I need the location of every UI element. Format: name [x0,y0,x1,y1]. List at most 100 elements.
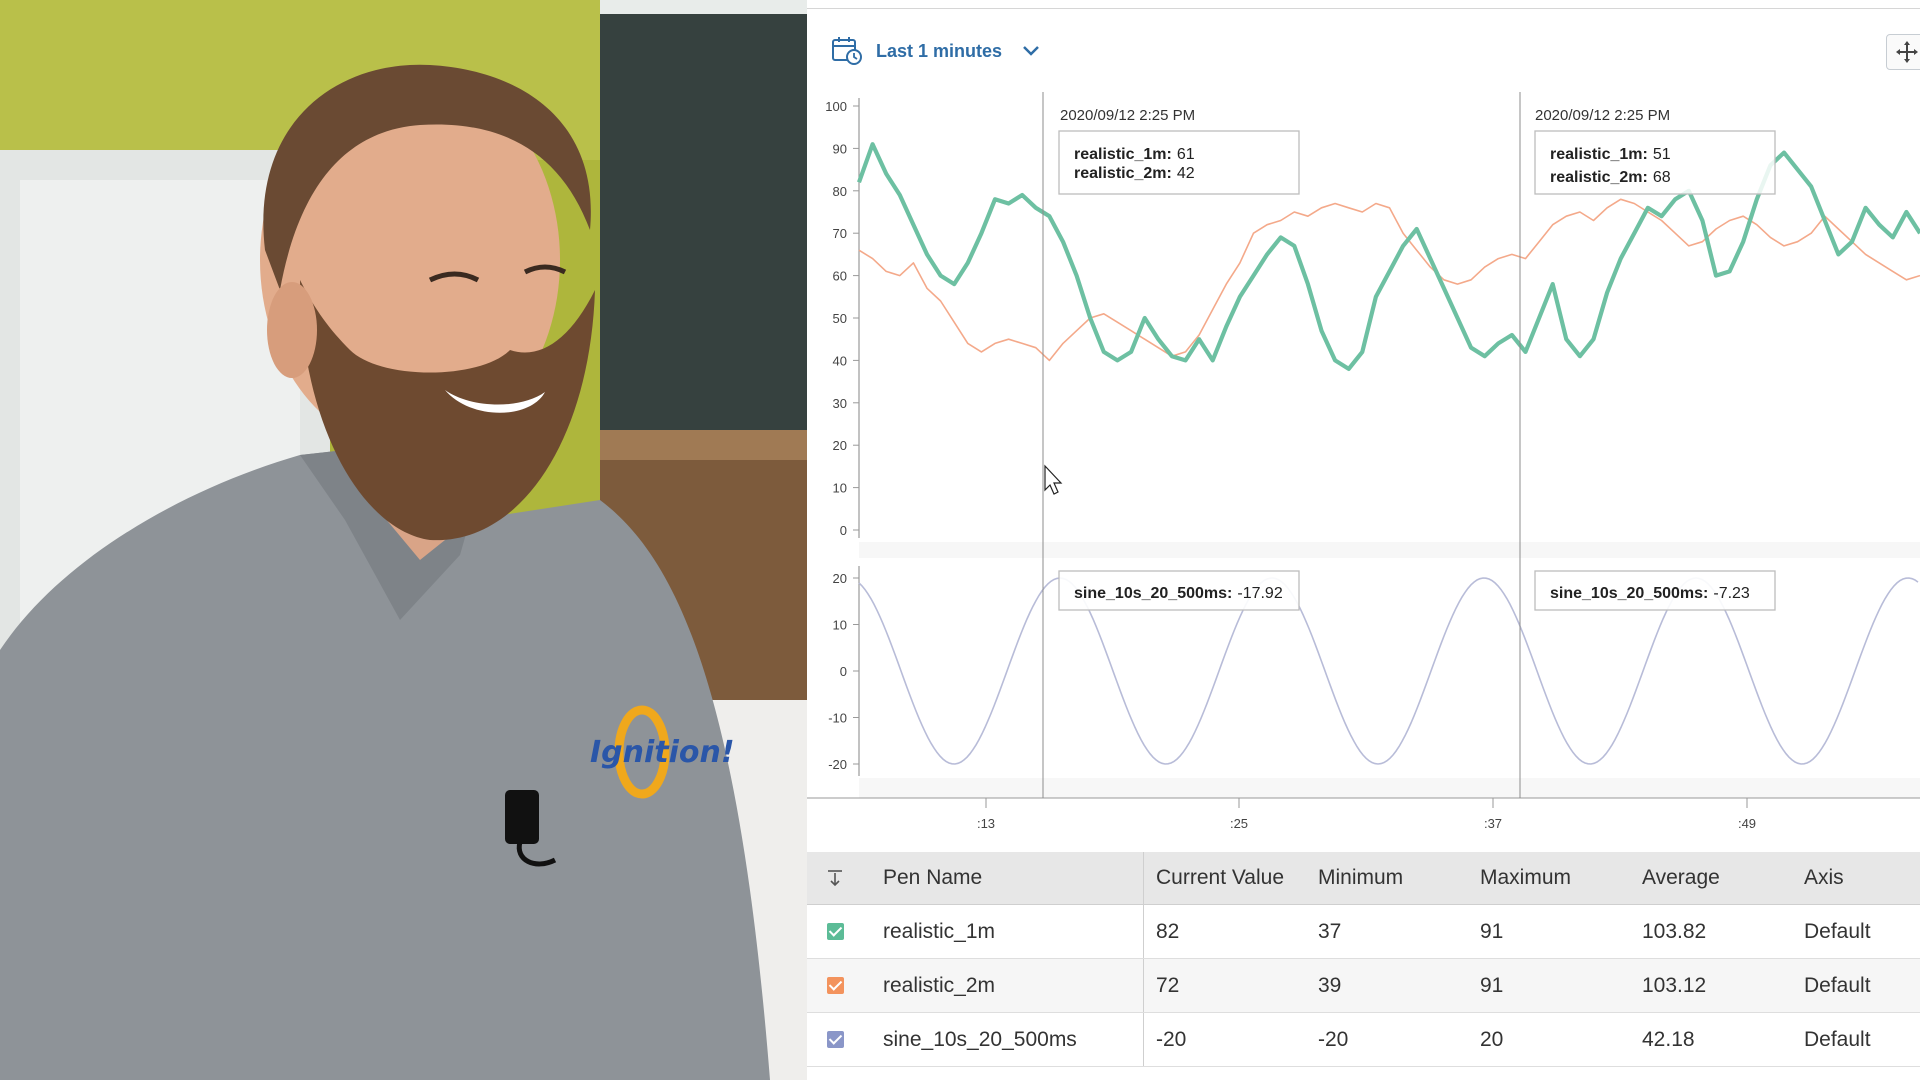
tooltip-pen: realistic_1m: [1550,146,1648,163]
header-current-value[interactable]: Current Value [1143,852,1316,905]
header-maximum[interactable]: Maximum [1478,852,1640,905]
minimum-cell: -20 [1316,1012,1478,1067]
panel-border [807,8,1920,9]
table-row[interactable]: realistic_1m 82 37 91 103.82 Default [807,904,1920,959]
x-axis: :13 :25 :37 :49 [977,798,1756,831]
svg-text:Ignition!: Ignition! [590,735,735,770]
header-pen-name[interactable]: Pen Name [863,852,1144,905]
tooltip-pen: realistic_2m: [1074,165,1172,182]
table-row[interactable]: realistic_2m 72 39 91 103.12 Default [807,958,1920,1013]
svg-text:realistic_1m:61: realistic_1m: 61 [1074,146,1195,163]
tooltip-lower-2: sine_10s_20_500ms: -7.23 [1534,570,1776,611]
series-line-realistic_2m [858,198,1920,362]
tooltip-pen: sine_10s_20_500ms: [1074,585,1232,602]
lower-y-axis: 20 10 0 -10 -20 [828,571,859,772]
average-cell: 103.12 [1640,958,1802,1013]
pen-visibility-checkbox[interactable] [826,977,844,995]
y-tick-label: 60 [833,269,847,284]
tooltip-value: 61 [1177,146,1195,163]
mouse-cursor-icon [1044,464,1063,495]
crosshair-time-1: 2020/09/12 2:25 PM [1060,107,1195,124]
y-tick-label: 70 [833,226,847,241]
pen-visibility-checkbox[interactable] [826,1031,844,1049]
tooltip-pen: realistic_1m: [1074,146,1172,163]
current-value-cell: -20 [1143,1012,1316,1067]
trend-chart-panel: 100 90 80 70 60 50 40 30 20 10 0 20 10 0 -10 -20 :13:2… [807,0,1920,1080]
chart-toolbar: Last 1 minutes [807,26,1920,76]
tooltip-pen: realistic_2m: [1550,169,1648,186]
y-tick-label: 30 [833,396,847,411]
pen-visibility-cell [807,904,863,959]
x-tick-label: :25 [1230,816,1248,831]
y-tick-label: 40 [833,353,847,368]
y-tick-label: 20 [833,571,847,586]
svg-text:realistic_1m:51: realistic_1m: 51 [1550,146,1671,163]
average-cell: 103.82 [1640,904,1802,959]
sort-header[interactable] [807,852,863,905]
x-tick-label: :13 [977,816,995,831]
pen-visibility-cell [807,958,863,1013]
y-tick-label: 90 [833,141,847,156]
y-tick-label: 10 [833,618,847,633]
upper-series-group [857,142,1920,371]
y-tick-label: 80 [833,184,847,199]
minimum-cell: 37 [1316,904,1478,959]
sort-icon [828,870,842,887]
pen-name-cell: realistic_1m [863,904,1144,959]
y-tick-label: -10 [828,711,847,726]
series-line-sine_10s_20_500ms [858,577,1919,765]
maximum-cell: 20 [1478,1012,1640,1067]
crosshair-time-2: 2020/09/12 2:25 PM [1535,107,1670,124]
chevron-down-icon[interactable] [1022,45,1040,57]
svg-text:sine_10s_20_500ms:-7.23: sine_10s_20_500ms: -7.23 [1550,585,1750,602]
maximum-cell: 91 [1478,904,1640,959]
tooltip-value: 42 [1177,165,1195,182]
y-tick-label: 10 [833,481,847,496]
minimum-cell: 39 [1316,958,1478,1013]
header-axis[interactable]: Axis [1802,852,1920,905]
x-tick-label: :37 [1484,816,1502,831]
calendar-clock-icon [832,37,862,65]
tooltip-value: -17.92 [1237,585,1282,602]
header-average[interactable]: Average [1640,852,1802,905]
pan-move-icon [1896,41,1918,63]
maximum-cell: 91 [1478,958,1640,1013]
y-tick-label: -20 [828,757,847,772]
pen-table: Pen Name Current Value Minimum Maximum A… [807,852,1920,1067]
svg-text:sine_10s_20_500ms:-17.92: sine_10s_20_500ms: -17.92 [1074,585,1283,602]
tooltip-value: -7.23 [1713,585,1750,602]
tooltip-pen: sine_10s_20_500ms: [1550,585,1708,602]
table-row[interactable]: sine_10s_20_500ms -20 -20 20 42.18 Defau… [807,1012,1920,1067]
y-tick-label: 0 [840,523,847,538]
date-range-selector[interactable]: Last 1 minutes [831,36,1040,66]
tooltip-value: 68 [1653,169,1671,186]
y-tick-label: 50 [833,311,847,326]
pen-visibility-checkbox[interactable] [826,923,844,941]
presenter-photo: Ignition! [0,0,807,1080]
lower-series-group [858,577,1919,765]
date-range-label: Last 1 minutes [876,40,1003,61]
y-tick-label: 100 [825,99,847,114]
pen-name-cell: sine_10s_20_500ms [863,1012,1144,1067]
x-tick-label: :49 [1738,816,1756,831]
axis-cell: Default [1802,904,1920,959]
series-line-realistic_1m [857,142,1920,371]
current-value-cell: 82 [1143,904,1316,959]
axis-cell: Default [1802,1012,1920,1067]
svg-text:realistic_2m:42: realistic_2m: 42 [1074,165,1195,182]
pen-visibility-cell [807,1012,863,1067]
axis-cell: Default [1802,958,1920,1013]
svg-text:realistic_2m:68: realistic_2m: 68 [1550,169,1671,186]
video-frame: Ignition! [0,0,807,1080]
tooltip-lower-1: sine_10s_20_500ms: -17.92 [1058,570,1300,611]
current-value-cell: 72 [1143,958,1316,1013]
ignition-logo: Ignition! [590,705,735,799]
header-minimum[interactable]: Minimum [1316,852,1478,905]
y-tick-label: 0 [840,664,847,679]
y-tick-label: 20 [833,438,847,453]
table-header-row: Pen Name Current Value Minimum Maximum A… [807,852,1920,905]
pan-button[interactable] [1886,34,1920,70]
average-cell: 42.18 [1640,1012,1802,1067]
